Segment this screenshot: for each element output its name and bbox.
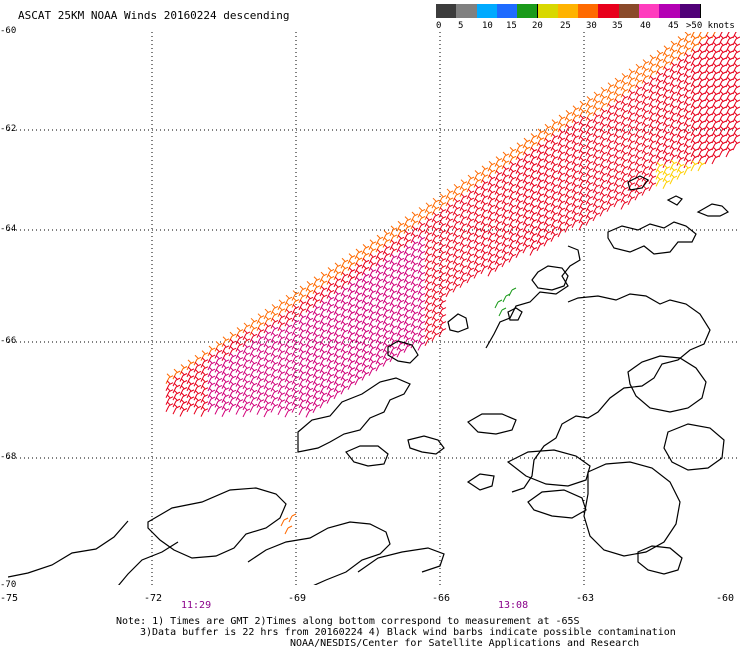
legend-label: 5 [458,21,464,31]
pass-time-label: 11:29 [181,600,212,611]
wind-barb-group [280,513,297,535]
lat-label: -62 [0,124,17,134]
legend-label: 45 [668,21,679,31]
lat-label: -70 [0,580,17,590]
legend-label: 35 [612,21,623,31]
wind-barbs [165,32,740,535]
legend-swatch [639,4,661,18]
legend-swatch [436,4,458,18]
lat-label: -68 [0,452,17,462]
legend-label: 30 [586,21,597,31]
footnote-line-2: 3)Data buffer is 22 hrs from 20160224 4)… [140,627,676,638]
wind-map [8,32,740,585]
map-title: ASCAT 25KM NOAA Winds 20160224 descendin… [18,9,290,22]
footnote-line-1: Note: 1) Times are GMT 2)Times along bot… [116,616,580,627]
wind-barb-group [207,235,426,418]
legend-swatch [659,4,681,18]
lon-label: -63 [576,593,595,604]
wind-barb-group [494,287,517,317]
wind-barb-group [165,32,717,384]
legend-swatch [578,4,600,18]
lon-label: -60 [716,593,735,604]
legend-label: 10 [482,21,493,31]
legend-label: 15 [506,21,517,31]
legend-swatch [496,4,519,18]
pass-time-label: 13:08 [498,600,529,611]
lon-label: -75 [0,593,19,604]
lat-label: -60 [0,26,17,36]
legend-swatch [598,4,620,18]
lat-label: -66 [0,336,17,346]
lon-label: -69 [288,593,307,604]
legend-swatch [557,4,580,18]
legend-label: 40 [640,21,651,31]
legend-swatch [537,4,559,18]
wind-barb-group [655,159,706,189]
wind-barb-group [165,32,740,417]
footnote-line-3: NOAA/NESDIS/Center for Satellite Applica… [290,638,640,649]
lon-label: -72 [144,593,163,604]
legend-label: 0 [436,21,442,31]
legend-label: 20 [532,21,543,31]
coastline [8,175,730,585]
legend-label: 25 [560,21,571,31]
lat-label: -64 [0,224,17,234]
legend-swatch [679,4,701,18]
legend-swatch [456,4,478,18]
legend-swatch [476,4,498,18]
legend-label: >50 knots [686,21,735,31]
legend-swatch [618,4,640,18]
graticule [8,32,740,585]
legend-swatch [517,4,539,18]
lon-label: -66 [432,593,451,604]
